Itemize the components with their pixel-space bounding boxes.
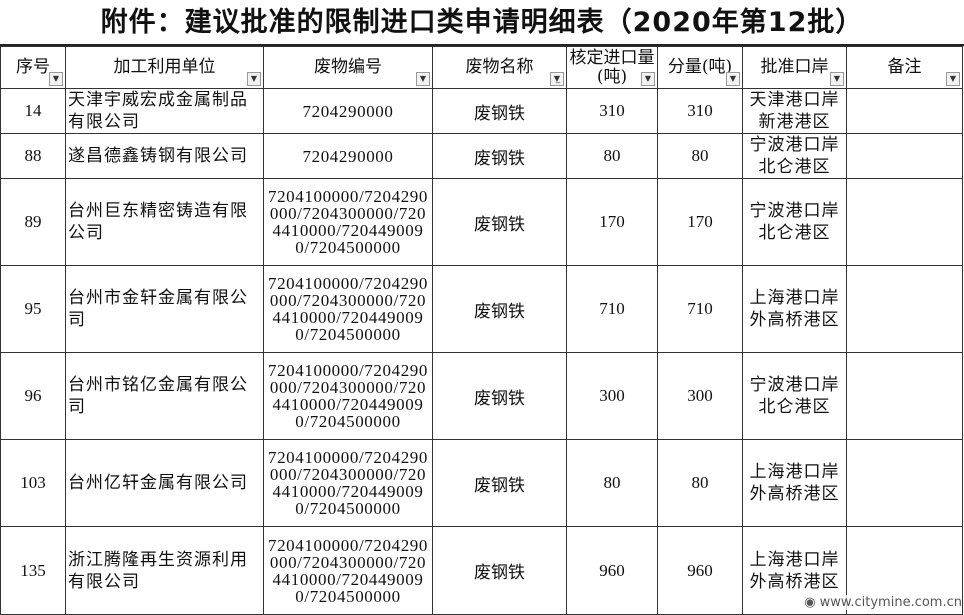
waste-name-cell[interactable]: 废钢铁 xyxy=(432,265,567,353)
company-cell[interactable]: 天津宇威宏成金属制品有限公司 xyxy=(65,88,264,134)
dropdown-arrow-icon[interactable]: ▼ xyxy=(247,72,261,86)
port-cell[interactable]: 宁波港口岸北仑港区 xyxy=(742,352,847,440)
row-number[interactable]: 96 xyxy=(0,352,66,440)
data-table: 序号 ▼ 加工利用单位 ▼ 废物编号 ▼ 废物名称 ▼̲ 核定进口量(吨) ▼ 分量(吨) ▼ 批准口岸… xyxy=(0,46,963,615)
waste-code-cell[interactable]: 7204100000/7204290000/7204300000/7204410… xyxy=(263,178,433,266)
waste-name-cell[interactable]: 废钢铁 xyxy=(432,526,567,615)
row-number[interactable]: 88 xyxy=(0,133,66,179)
table-row: 14 天津宇威宏成金属制品有限公司 7204290000 废钢铁 310 310 天津港口岸… xyxy=(0,88,963,134)
column-header-label: 废物名称 xyxy=(465,57,534,77)
note-cell[interactable] xyxy=(846,352,963,440)
waste-name-cell[interactable]: 废钢铁 xyxy=(432,88,567,134)
waste-code-cell[interactable]: 7204290000 xyxy=(263,133,433,179)
dropdown-arrow-icon[interactable]: ▼ xyxy=(49,72,63,86)
portion-cell[interactable]: 80 xyxy=(657,439,743,527)
dropdown-arrow-icon[interactable]: ▼ xyxy=(830,72,844,86)
column-header: 废物名称 ▼̲ xyxy=(432,46,567,89)
waste-code-cell[interactable]: 7204100000/7204290000/7204300000/7204410… xyxy=(263,439,433,527)
port-cell[interactable]: 天津港口岸新港港区 xyxy=(742,88,847,134)
column-header: 废物编号 ▼ xyxy=(263,46,433,89)
row-number[interactable]: 135 xyxy=(0,526,66,615)
table-row: 96 台州市铭亿金属有限公司 7204100000/7204290000/72043… xyxy=(0,352,963,440)
approved-quantity-cell[interactable]: 80 xyxy=(566,133,658,179)
dropdown-arrow-icon[interactable]: ▼ xyxy=(416,72,430,86)
page-title: 附件：建议批准的限制进口类申请明细表（2020年第12批） xyxy=(0,0,964,46)
port-cell[interactable]: 宁波港口岸北仑港区 xyxy=(742,178,847,266)
row-number[interactable]: 14 xyxy=(0,88,66,134)
portion-cell[interactable]: 310 xyxy=(657,88,743,134)
dropdown-arrow-icon[interactable]: ▼ xyxy=(641,72,655,86)
portion-cell[interactable]: 960 xyxy=(657,526,743,615)
waste-name-cell[interactable]: 废钢铁 xyxy=(432,352,567,440)
table-row: 103 台州亿轩金属有限公司 7204100000/7204290000/72043… xyxy=(0,439,963,527)
portion-cell[interactable]: 80 xyxy=(657,133,743,179)
company-cell[interactable]: 台州巨东精密铸造有限公司 xyxy=(65,178,264,266)
row-number[interactable]: 89 xyxy=(0,178,66,266)
waste-name-cell[interactable]: 废钢铁 xyxy=(432,439,567,527)
port-cell[interactable]: 上海港口岸外高桥港区 xyxy=(742,439,847,527)
approved-quantity-cell[interactable]: 310 xyxy=(566,88,658,134)
column-header: 批准口岸 ▼ xyxy=(742,46,847,89)
approved-quantity-cell[interactable]: 710 xyxy=(566,265,658,353)
waste-code-cell[interactable]: 7204100000/7204290000/7204300000/7204410… xyxy=(263,265,433,353)
table-row: 89 台州巨东精密铸造有限公司 7204100000/7204290000/7204… xyxy=(0,178,963,266)
table-row: 88 遂昌德鑫铸钢有限公司 7204290000 废钢铁 80 80 宁波港口岸北仑港区 xyxy=(0,133,963,179)
dropdown-arrow-icon[interactable]: ▼ xyxy=(726,72,740,86)
waste-name-cell[interactable]: 废钢铁 xyxy=(432,178,567,266)
column-header: 备注 ▼ xyxy=(846,46,963,89)
company-cell[interactable]: 台州亿轩金属有限公司 xyxy=(65,439,264,527)
column-header: 分量(吨) ▼ xyxy=(657,46,743,89)
row-number[interactable]: 103 xyxy=(0,439,66,527)
company-cell[interactable]: 浙江腾隆再生资源利用有限公司 xyxy=(65,526,264,615)
column-header: 加工利用单位 ▼ xyxy=(65,46,264,89)
column-header-label: 加工利用单位 xyxy=(113,57,216,77)
waste-name-cell[interactable]: 废钢铁 xyxy=(432,133,567,179)
port-cell[interactable]: 上海港口岸外高桥港区 xyxy=(742,265,847,353)
note-cell[interactable] xyxy=(846,133,963,179)
table-row: 95 台州市金轩金属有限公司 7204100000/7204290000/72043… xyxy=(0,265,963,353)
note-cell[interactable] xyxy=(846,265,963,353)
waste-code-cell[interactable]: 7204100000/7204290000/7204300000/7204410… xyxy=(263,352,433,440)
note-cell[interactable] xyxy=(846,178,963,266)
approved-quantity-cell[interactable]: 170 xyxy=(566,178,658,266)
note-cell[interactable] xyxy=(846,439,963,527)
watermark: ◉ www.citymine.com.cn xyxy=(804,595,962,610)
approved-quantity-cell[interactable]: 80 xyxy=(566,439,658,527)
company-cell[interactable]: 台州市铭亿金属有限公司 xyxy=(65,352,264,440)
port-cell[interactable]: 宁波港口岸北仑港区 xyxy=(742,133,847,179)
column-header-label: 核定进口量(吨) xyxy=(569,47,655,87)
column-header-label: 备注 xyxy=(887,57,922,77)
portion-cell[interactable]: 170 xyxy=(657,178,743,266)
column-header-label: 批准口岸 xyxy=(760,57,829,77)
watermark-text: www.citymine.com.cn xyxy=(819,595,962,610)
column-header: 核定进口量(吨) ▼ xyxy=(566,46,658,89)
column-header: 序号 ▼ xyxy=(0,46,66,89)
company-cell[interactable]: 台州市金轩金属有限公司 xyxy=(65,265,264,353)
waste-code-cell[interactable]: 7204290000 xyxy=(263,88,433,134)
company-cell[interactable]: 遂昌德鑫铸钢有限公司 xyxy=(65,133,264,179)
column-header-label: 分量(吨) xyxy=(667,57,733,77)
approved-quantity-cell[interactable]: 300 xyxy=(566,352,658,440)
column-header-label: 废物编号 xyxy=(314,57,382,77)
note-cell[interactable] xyxy=(846,88,963,134)
approved-quantity-cell[interactable]: 960 xyxy=(566,526,658,615)
row-number[interactable]: 95 xyxy=(0,265,66,353)
filter-icon[interactable]: ▼̲ xyxy=(550,72,564,86)
table-row: 135 浙江腾隆再生资源利用有限公司 7204100000/7204290000/7… xyxy=(0,526,963,615)
waste-code-cell[interactable]: 7204100000/7204290000/7204300000/7204410… xyxy=(263,526,433,615)
portion-cell[interactable]: 710 xyxy=(657,265,743,353)
portion-cell[interactable]: 300 xyxy=(657,352,743,440)
dropdown-arrow-icon[interactable]: ▼ xyxy=(946,72,960,86)
column-header-label: 序号 xyxy=(16,57,50,77)
